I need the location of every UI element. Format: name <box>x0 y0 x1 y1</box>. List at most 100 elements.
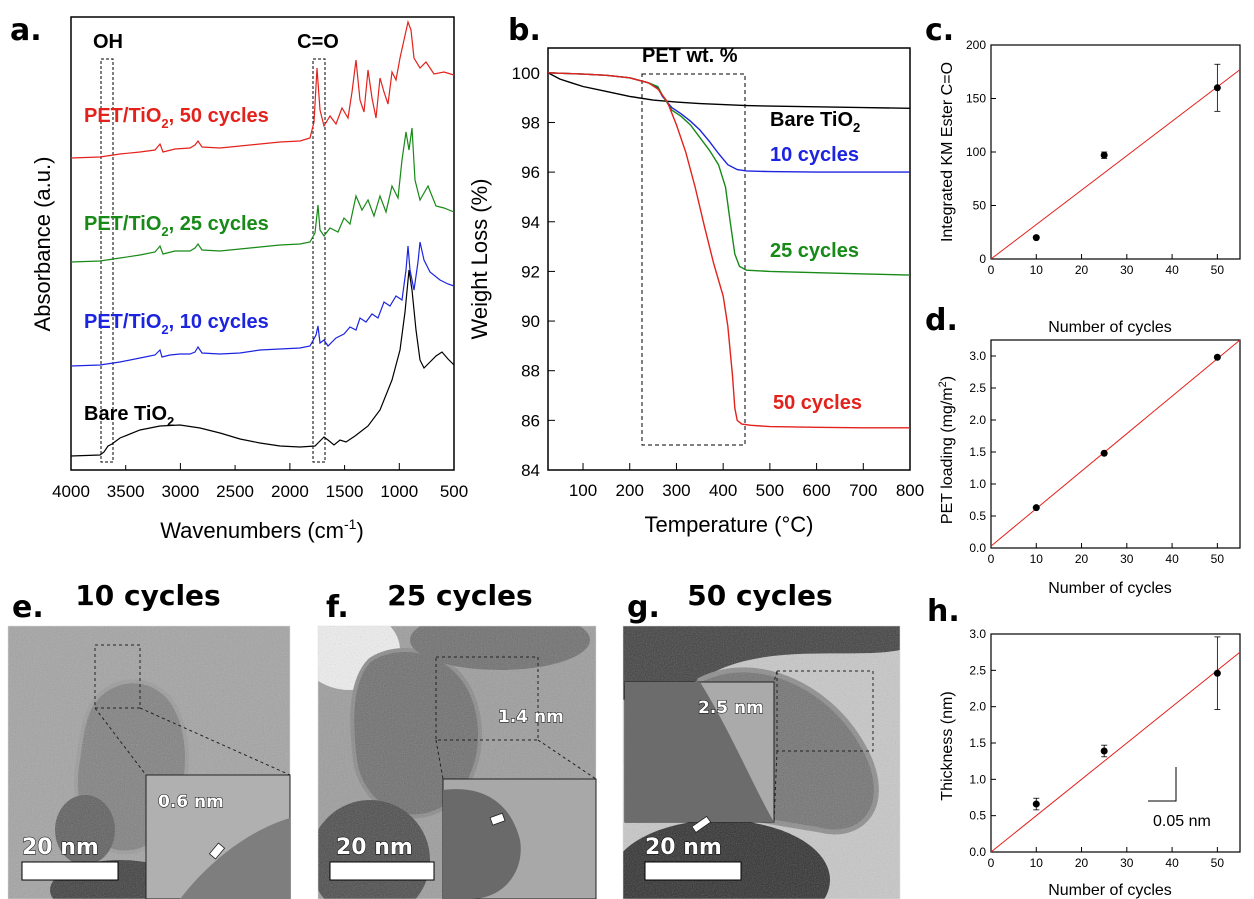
h-ytick-1: 0.5 <box>969 809 986 823</box>
a-xlabel-main: Wavenumbers (cm <box>160 518 344 543</box>
h-ylabel: Thickness (nm) <box>939 691 956 800</box>
e-thickness-label: 0.6 nm <box>158 792 224 812</box>
b-series-line-0 <box>547 72 911 109</box>
b-legend-50: 50 cycles <box>773 392 862 414</box>
c-ytick-3: 150 <box>966 92 986 106</box>
a-leg50-suffix: , 50 cycles <box>169 105 269 127</box>
f-scale-label: 20 nm <box>336 835 413 860</box>
ftir-spectrum-25-cycles <box>70 127 455 263</box>
h-point-1 <box>1100 747 1108 755</box>
panel-d: d. 0 10 20 30 40 50 0.0 0.5 1.0 1.5 2.0 2.5 3.0 Numb… <box>925 303 1241 597</box>
b-legend-10: 10 cycles <box>770 144 859 166</box>
h-xtick-5: 50 <box>1211 856 1225 870</box>
g-thickness-label: 2.5 nm <box>698 698 764 718</box>
b-xtick-3: 400 <box>709 481 737 500</box>
h-xtick-3: 30 <box>1120 856 1134 870</box>
g-scale-label: 20 nm <box>645 835 722 860</box>
g-frame <box>622 625 901 899</box>
pet-wt-label: PET wt. % <box>642 45 738 67</box>
a-leg10-name: PET/TiO <box>84 311 161 333</box>
c-ylabel: Integrated KM Ester C=O <box>939 62 956 242</box>
panel-f-label: f. <box>326 590 349 625</box>
f-title: 25 cycles <box>387 579 532 612</box>
e-inset <box>145 774 291 899</box>
co-label: C=O <box>297 31 339 53</box>
b-ytick-8: 100 <box>512 64 540 83</box>
c-xlabel: Number of cycles <box>1048 319 1172 336</box>
panel-b-axes: 100 200 300 400 500 600 700 800 84 86 88 90 92 94 96 98… <box>512 64 925 500</box>
panel-b-label: b. <box>508 13 541 48</box>
d-frame <box>990 339 1241 549</box>
d-xtick-3: 30 <box>1120 552 1134 566</box>
h-point-2 <box>1213 669 1221 677</box>
panel-h-plot: 0 10 20 30 40 50 0.0 0.5 1.0 1.5 2.0 2.5 3.0 <box>969 627 1241 870</box>
c-xtick-5: 50 <box>1211 263 1225 277</box>
a-ylabel: Absorbance (a.u.) <box>30 157 55 332</box>
d-fit-line <box>990 339 1241 547</box>
b-ytick-4: 92 <box>521 262 540 281</box>
c-frame <box>990 44 1241 260</box>
b-ytick-2: 88 <box>521 362 540 381</box>
b-xtick-6: 700 <box>849 481 877 500</box>
d-ytick-0: 0.0 <box>969 541 986 555</box>
d-ylabel-main: PET loading (mg/m <box>939 387 956 524</box>
b-xtick-7: 800 <box>896 481 924 500</box>
f-inset <box>442 778 597 899</box>
e-thickness-marker <box>208 842 226 860</box>
d-xtick-2: 20 <box>1075 552 1089 566</box>
f-scale-bar <box>329 861 435 881</box>
b-ytick-5: 94 <box>521 213 540 232</box>
b-xtick-4: 500 <box>756 481 784 500</box>
b-ytick-3: 90 <box>521 312 540 331</box>
e-scale-bar <box>21 861 119 881</box>
b-ytick-6: 96 <box>521 163 540 182</box>
panel-c-plot: 0 10 20 30 40 50 0 50 100 150 200 <box>966 38 1241 277</box>
b-ytick-1: 86 <box>521 411 540 430</box>
c-ytick-0: 0 <box>979 252 986 266</box>
d-ylabel-sup: 2 <box>937 381 949 387</box>
oh-label: OH <box>93 31 123 53</box>
slope-label: 0.05 nm <box>1153 813 1211 830</box>
c-xtick-3: 30 <box>1120 263 1134 277</box>
b-legbare-sub: 2 <box>853 120 860 135</box>
h-ytick-3: 1.5 <box>969 736 986 750</box>
b-ytick-7: 98 <box>521 113 540 132</box>
e-title: 10 cycles <box>75 579 220 612</box>
d-ytick-3: 1.5 <box>969 445 986 459</box>
panel-h-label: h. <box>927 594 960 629</box>
f-thickness-marker <box>489 812 506 826</box>
a-xtick-5: 1500 <box>326 482 364 501</box>
h-xtick-4: 40 <box>1165 856 1179 870</box>
f-zoom-line-1 <box>435 739 444 780</box>
b-xtick-5: 600 <box>802 481 830 500</box>
oh-region-box <box>100 58 114 463</box>
e-zoom-line-1 <box>94 707 147 776</box>
b-legbare-name: Bare TiO <box>770 109 853 131</box>
ftir-spectrum-50-cycles <box>70 19 455 159</box>
d-point-0 <box>1032 504 1040 512</box>
panel-a: a. 4000 3500 3000 2500 2000 1500 1000 50… <box>10 13 468 543</box>
a-legend-25: PET/TiO2, 25 cycles <box>84 213 269 239</box>
a-legend-50: PET/TiO2, 50 cycles <box>84 105 269 131</box>
h-ytick-2: 1.0 <box>969 772 986 786</box>
panel-d-label: d. <box>925 303 958 338</box>
d-ylabel-end: ) <box>939 376 956 381</box>
d-xtick-5: 50 <box>1211 552 1225 566</box>
a-xtick-3: 2500 <box>216 482 254 501</box>
slope-triangle <box>1148 767 1177 802</box>
a-leg50-name: PET/TiO <box>84 105 161 127</box>
h-xtick-2: 20 <box>1075 856 1089 870</box>
panel-b-frame <box>547 47 911 471</box>
f-thickness-label: 1.4 nm <box>498 707 564 727</box>
panel-e: e. 10 cycles 0.6 nm 20 nm <box>7 579 291 899</box>
a-legend-bare: Bare TiO2 <box>84 403 174 429</box>
panel-d-plot: 0 10 20 30 40 50 0.0 0.5 1.0 1.5 2.0 2.5 3.0 <box>969 339 1241 566</box>
b-legend-25: 25 cycles <box>770 240 859 262</box>
h-xlabel: Number of cycles <box>1048 882 1172 899</box>
b-xlabel: Temperature (°C) <box>645 512 814 537</box>
d-xtick-0: 0 <box>988 552 995 566</box>
d-ytick-1: 0.5 <box>969 509 986 523</box>
d-ytick-2: 1.0 <box>969 477 986 491</box>
a-xlabel-sup: -1 <box>344 516 357 532</box>
g-zoom-line-1 <box>773 670 778 683</box>
